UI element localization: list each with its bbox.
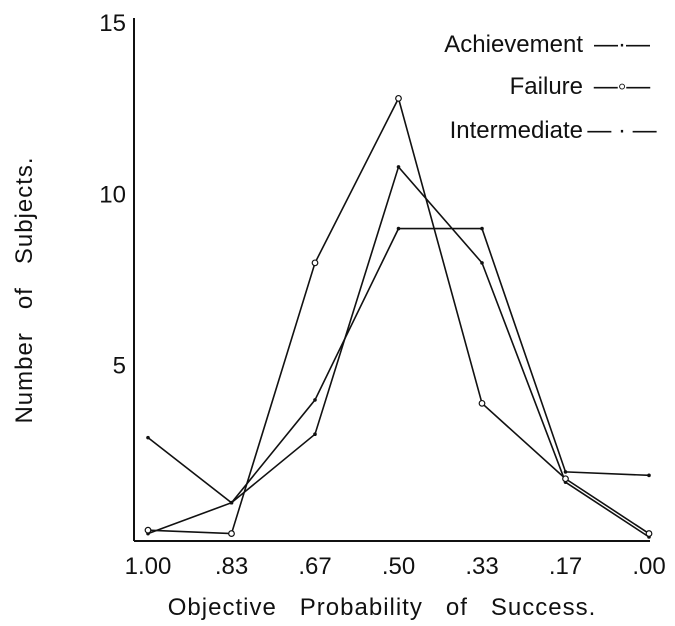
data-point-intermediate <box>146 435 150 440</box>
data-point-failure <box>645 530 653 537</box>
data-point-failure <box>228 530 235 537</box>
legend-label: Failure <box>510 73 583 100</box>
data-point-intermediate <box>396 226 401 231</box>
x-tick-label: .50 <box>382 553 415 580</box>
series-line-achievement <box>147 165 650 538</box>
legend-label: Intermediate <box>450 117 583 144</box>
y-tick-labels: 5 10 15 <box>99 10 126 380</box>
x-tick-labels: 1.00 .83 .67 .50 .33 .17 .00 <box>125 553 666 580</box>
x-tick-label: .83 <box>215 553 248 580</box>
data-point-failure <box>311 259 319 267</box>
x-tick-label: .00 <box>632 553 665 580</box>
data-point-achievement <box>396 165 401 169</box>
legend-symbol: — · — <box>587 117 656 144</box>
data-point-intermediate <box>313 398 317 402</box>
series-line-intermediate <box>147 227 650 504</box>
x-tick-label: 1.00 <box>125 553 172 580</box>
y-tick-label: 10 <box>99 181 126 208</box>
series-line-failure <box>147 96 650 535</box>
data-point-intermediate <box>480 226 484 231</box>
data-point-intermediate <box>229 500 234 505</box>
legend-label: Achievement <box>444 31 583 58</box>
data-point-failure <box>144 526 152 534</box>
data-point-intermediate <box>563 470 568 474</box>
y-tick-label: 15 <box>99 10 126 37</box>
legend-symbol: —·— <box>594 31 650 58</box>
series-markers <box>144 94 653 539</box>
data-point-intermediate <box>647 473 651 478</box>
data-point-failure <box>478 399 486 407</box>
data-point-achievement <box>313 432 317 437</box>
legend-symbol: —◦— <box>594 73 651 100</box>
x-axis-title: Objective Probability of Success. <box>168 594 597 621</box>
legend: Achievement —·— Failure —◦— Intermediate — · … <box>444 31 656 144</box>
y-axis-title: Number of Subjects. <box>11 156 38 423</box>
data-point-achievement <box>480 261 484 265</box>
data-point-failure <box>562 475 569 483</box>
x-tick-label: .67 <box>298 553 331 580</box>
x-tick-label: .33 <box>465 553 498 580</box>
y-tick-label: 5 <box>113 353 126 380</box>
axes <box>133 18 650 542</box>
series-lines <box>147 96 650 538</box>
x-tick-label: .17 <box>549 553 582 580</box>
data-point-failure <box>395 94 402 102</box>
